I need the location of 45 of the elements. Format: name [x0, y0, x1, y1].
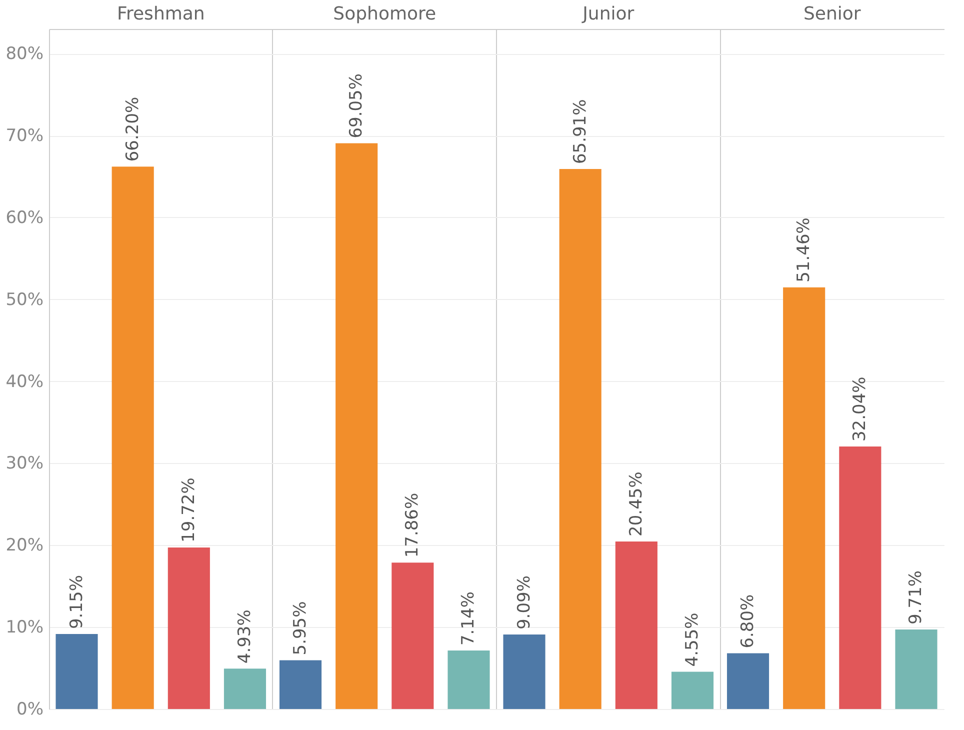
bar: [726, 653, 770, 709]
x-tick-label: Senior: [803, 4, 862, 24]
bar: [168, 547, 210, 709]
data-label: 20.45%: [626, 472, 646, 536]
y-tick-label: 20%: [6, 536, 44, 556]
data-label: 19.72%: [178, 478, 199, 542]
bar: [895, 629, 938, 709]
data-label: 69.05%: [346, 73, 367, 138]
data-label: 7.14%: [458, 591, 479, 646]
bar: [224, 668, 266, 709]
data-label: 9.09%: [514, 576, 534, 630]
data-label: 65.91%: [570, 99, 590, 164]
data-label: 4.55%: [682, 612, 702, 667]
bar: [503, 634, 546, 709]
data-label: 32.04%: [850, 376, 870, 442]
bar: [448, 650, 490, 709]
y-tick-label: 70%: [6, 126, 44, 146]
x-tick-label: Freshman: [116, 4, 205, 24]
y-tick-label: 40%: [6, 372, 44, 392]
bar: [559, 169, 602, 709]
bar: [839, 446, 882, 709]
bar: [336, 143, 378, 709]
bar: [615, 541, 658, 709]
data-label: 4.93%: [234, 610, 255, 664]
x-tick-label: Sophomore: [333, 4, 436, 24]
bar: [56, 634, 98, 709]
bar: [671, 672, 714, 709]
data-label: 9.71%: [906, 570, 926, 624]
x-tick-label: Junior: [582, 4, 635, 24]
y-tick-label: 60%: [6, 208, 44, 228]
bar: [783, 287, 826, 709]
data-label: 17.86%: [402, 492, 423, 558]
data-label: 9.15%: [66, 575, 87, 630]
y-tick-label: 30%: [6, 454, 44, 474]
bar: [279, 660, 322, 709]
y-tick-label: 10%: [6, 618, 44, 638]
bar: [112, 166, 154, 709]
y-tick-label: 80%: [6, 44, 44, 64]
bar: [392, 562, 434, 709]
data-label: 5.95%: [290, 601, 311, 656]
data-label: 51.46%: [794, 218, 814, 282]
y-tick-label: 50%: [6, 290, 44, 310]
data-label: 66.20%: [122, 96, 143, 162]
data-label: 6.80%: [738, 594, 758, 648]
y-tick-label: 0%: [16, 700, 44, 720]
